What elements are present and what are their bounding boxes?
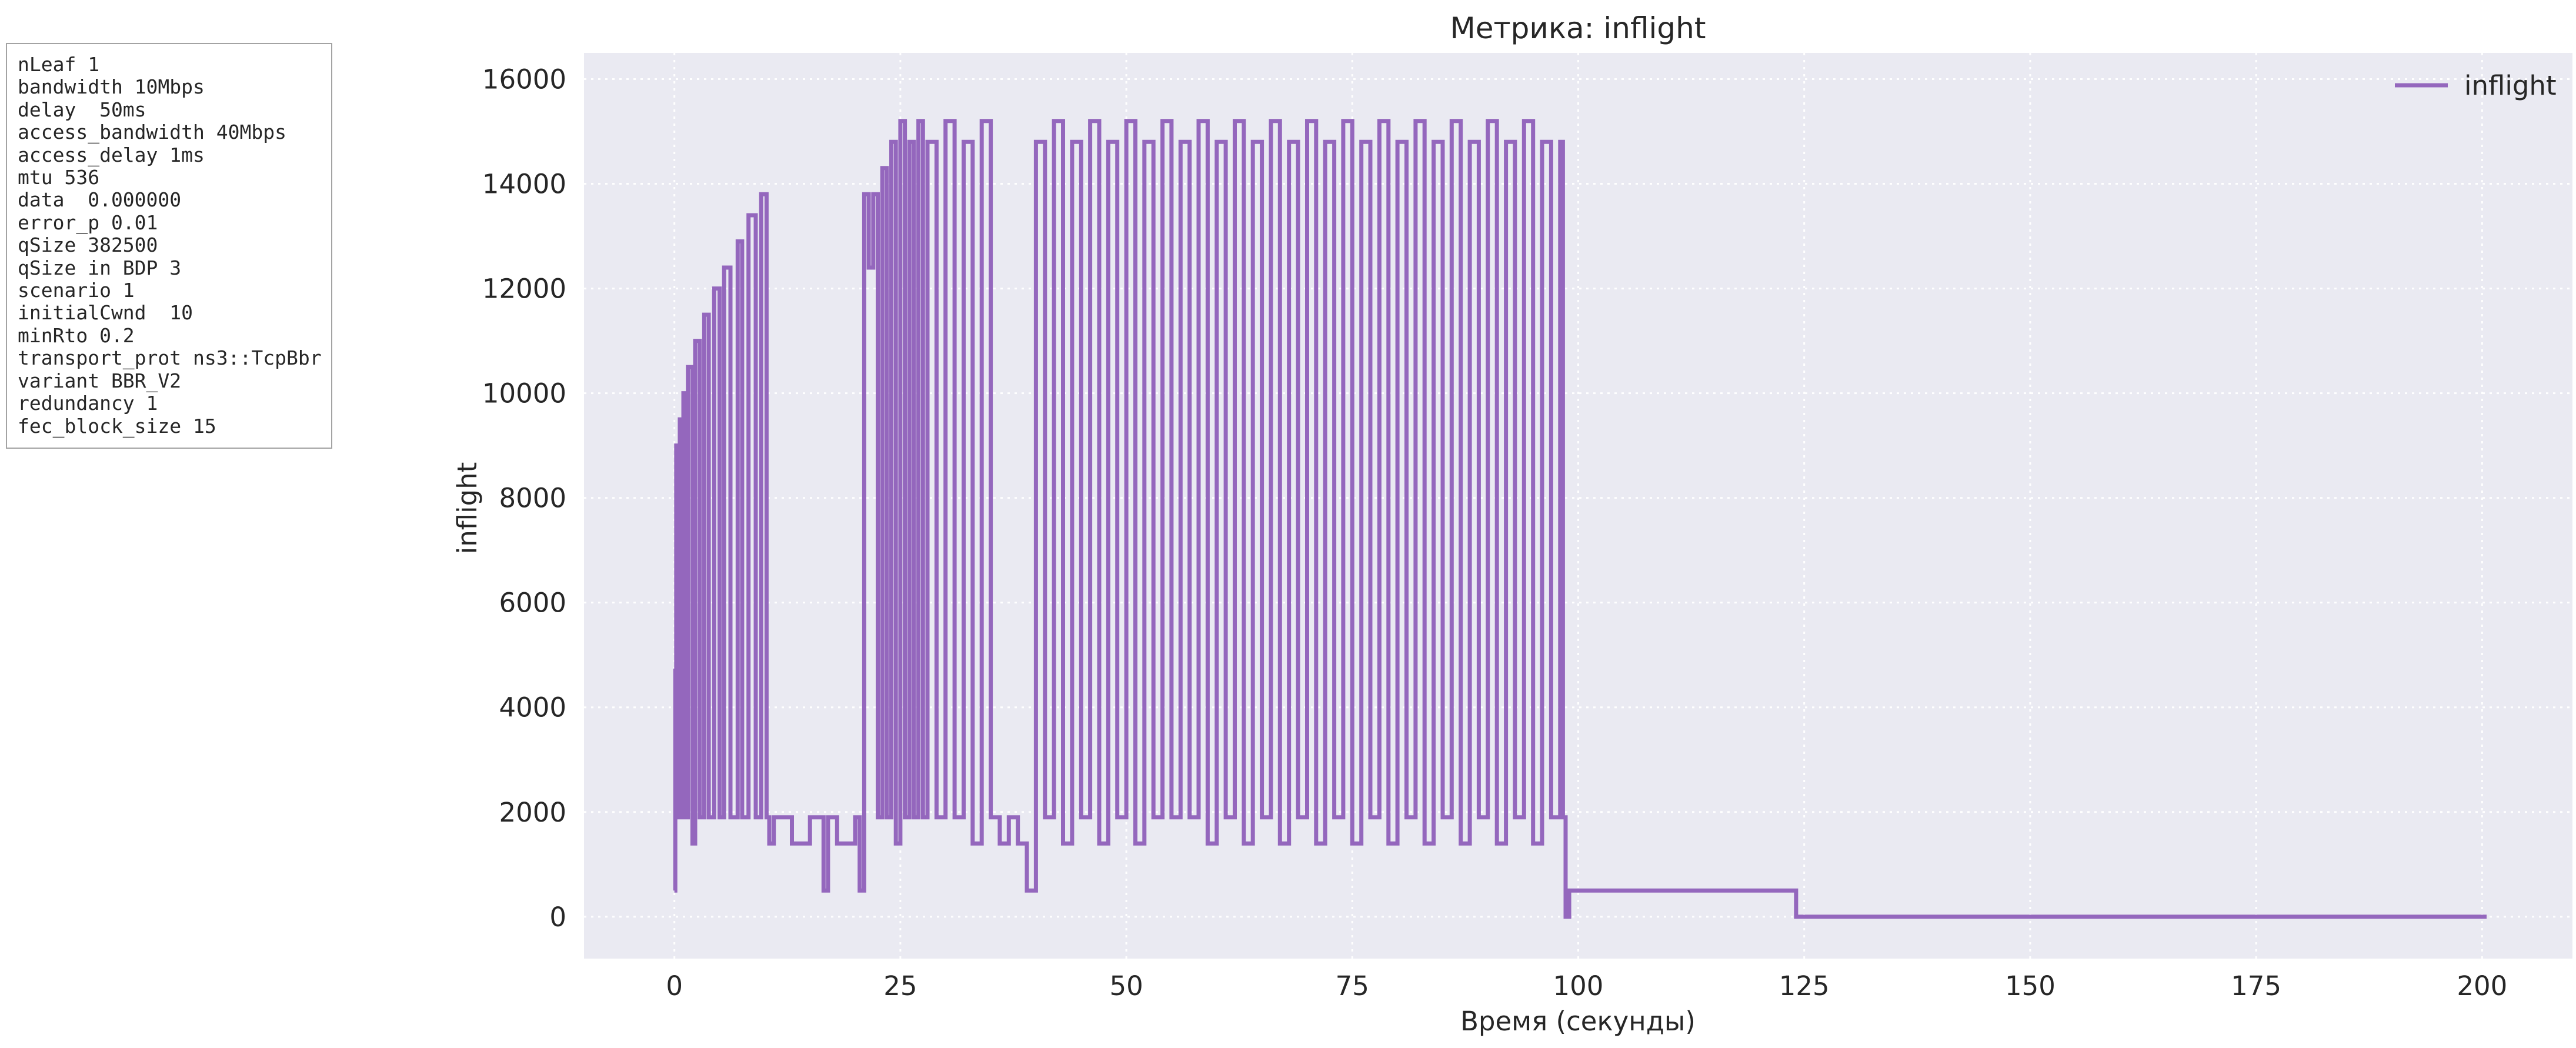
y-tick-label: 10000: [482, 378, 566, 409]
param-line: access_bandwidth 40Mbps: [18, 121, 286, 144]
parameters-box: nLeaf 1 bandwidth 10Mbps delay 50ms access_…: [6, 43, 332, 449]
param-line: minRto 0.2: [18, 323, 135, 347]
y-tick-label: 0: [549, 902, 566, 933]
param-line: initialCwnd 10: [18, 301, 193, 325]
param-line: transport_prot ns3::TcpBbr: [18, 346, 322, 370]
param-line: fec_block_size 15: [18, 414, 216, 438]
chart-title: Метрика: inflight: [1450, 11, 1706, 45]
param-line: nLeaf 1: [18, 53, 100, 76]
y-tick-label: 2000: [499, 797, 566, 828]
legend: inflight: [2395, 70, 2557, 101]
param-line: delay 50ms: [18, 98, 146, 121]
x-tick-label: 0: [666, 970, 683, 1002]
param-line: variant BBR_V2: [18, 369, 182, 392]
y-tick-label: 14000: [482, 169, 566, 200]
param-line: scenario 1: [18, 279, 135, 302]
x-axis-label: Время (секунды): [1460, 1006, 1696, 1037]
x-tick-label: 75: [1336, 970, 1369, 1002]
x-tick-label: 25: [883, 970, 917, 1002]
param-line: qSize 382500: [18, 233, 158, 257]
y-axis-label: inflight: [452, 462, 483, 555]
y-tick-label: 8000: [499, 483, 566, 514]
param-line: mtu 536: [18, 166, 100, 189]
param-line: error_p 0.01: [18, 211, 158, 234]
param-line: data 0.000000: [18, 188, 182, 212]
series-line-inflight: [673, 119, 2487, 919]
x-tick-label: 175: [2231, 970, 2281, 1002]
x-tick-label: 125: [1779, 970, 1830, 1002]
param-line: access_delay 1ms: [18, 143, 205, 166]
legend-label: inflight: [2464, 70, 2557, 101]
y-tick-label: 16000: [482, 64, 566, 95]
tick-labels: 0 25 50 75 100 125 150 175 200020004000600080001…: [482, 64, 2507, 1002]
y-tick-label: 6000: [499, 588, 566, 619]
x-tick-label: 100: [1553, 970, 1604, 1002]
y-tick-label: 4000: [499, 692, 566, 723]
param-line: bandwidth 10Mbps: [18, 75, 205, 99]
x-tick-label: 200: [2457, 970, 2507, 1002]
x-tick-label: 50: [1109, 970, 1143, 1002]
series-layer: [673, 119, 2487, 919]
param-line: redundancy 1: [18, 392, 158, 415]
param-line: qSize in BDP 3: [18, 256, 182, 279]
x-tick-label: 150: [2005, 970, 2056, 1002]
y-tick-label: 12000: [482, 273, 566, 305]
